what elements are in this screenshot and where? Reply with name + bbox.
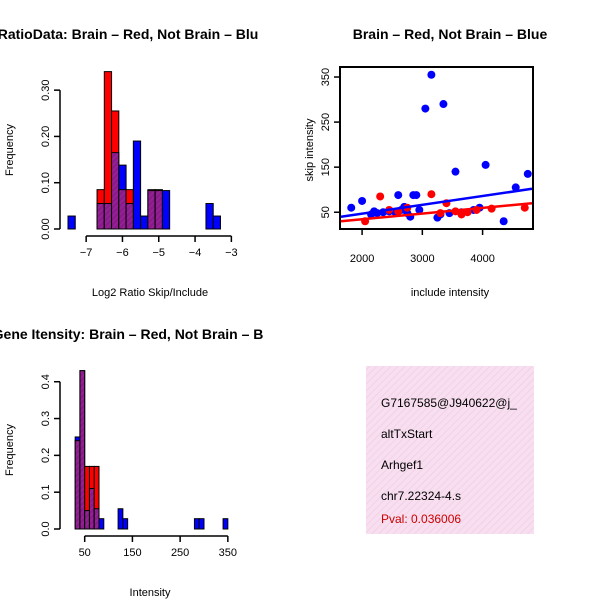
- intensity-y-tick-label: 0.4: [40, 374, 52, 389]
- ratio-x-tick-label: −3: [225, 247, 238, 259]
- ratio-blue-bar: [132, 140, 142, 230]
- ratio-histogram-axes: −7 −6 −5 −4 −3 0.00 0.10 0.20 0.30: [40, 79, 238, 259]
- scatter-y-tick-label: 250: [320, 113, 332, 131]
- ratio-histogram-xlabel: Log2 Ratio Skip/Include: [92, 287, 208, 299]
- scatter-axes: 2000 3000 4000 50 150 250 350: [320, 68, 495, 265]
- intensity-y-tick-label: 0.3: [40, 411, 52, 426]
- intensity-histogram-ylabel: Frequency: [4, 424, 16, 476]
- scatter-x-tick-label: 4000: [470, 253, 494, 265]
- scatter-y-tick-label: 50: [320, 206, 332, 218]
- not-brain-point: [451, 167, 460, 176]
- ratio-overlap-bar: [96, 203, 105, 230]
- not-brain-point: [358, 196, 367, 205]
- not-brain-fit-line: [340, 187, 533, 218]
- intensity-y-tick-label: 0.2: [40, 448, 52, 463]
- event-type-text: altTxStart: [381, 427, 433, 441]
- intensity-overlap-bar: [93, 508, 100, 530]
- ratio-y-tick-label: 0.20: [40, 126, 52, 147]
- scatter-x-tick-label: 2000: [350, 253, 374, 265]
- brain-fit-line: [340, 201, 533, 223]
- event-id-text: G7167585@J940622@j_: [381, 396, 517, 410]
- intensity-histogram-title: Gene Itensity: Brain – Red, Not Brain – …: [0, 326, 263, 342]
- scatter-title: Brain – Red, Not Brain – Blue: [353, 26, 548, 42]
- scatter-plot-area: [340, 70, 533, 226]
- ratio-x-tick-label: −5: [152, 247, 165, 259]
- brain-point: [376, 192, 385, 201]
- ratio-y-tick-label: 0.00: [40, 218, 52, 239]
- ratio-histogram-title: RatioData: Brain – Red, Not Brain – Blu: [0, 26, 258, 42]
- ratio-overlap-bar: [147, 190, 156, 230]
- scatter-panel: Brain – Red, Not Brain – Blue 2000 3000 40…: [304, 26, 547, 299]
- intensity-overlap-bar: [74, 440, 81, 530]
- info-box-background: [366, 366, 534, 534]
- ratio-overlap-bar: [125, 203, 134, 230]
- brain-point: [457, 210, 466, 219]
- scatter-x-tick-label: 3000: [410, 253, 434, 265]
- not-brain-point: [511, 183, 520, 192]
- brain-point: [520, 203, 529, 212]
- ratio-x-tick-label: −4: [189, 247, 202, 259]
- ratio-histogram-panel: RatioData: Brain – Red, Not Brain – Blu …: [0, 26, 258, 299]
- pval-text: Pval: 0.036006: [381, 512, 461, 526]
- intensity-histogram-axes: 50 150 250 350 0.0 0.1 0.2 0.3 0.4: [40, 374, 237, 559]
- not-brain-point: [427, 70, 436, 79]
- ratio-overlap-bar: [111, 152, 120, 230]
- not-brain-point: [481, 160, 490, 169]
- ratio-blue-bar: [212, 215, 221, 230]
- ratio-overlap-bar: [118, 189, 127, 230]
- intensity-blue-bar: [222, 518, 229, 530]
- intensity-blue-bar: [117, 508, 124, 530]
- not-brain-point: [412, 191, 421, 200]
- ratio-x-tick-label: −6: [116, 247, 129, 259]
- intensity-histogram-panel: Gene Itensity: Brain – Red, Not Brain – …: [0, 326, 263, 599]
- info-panel: G7167585@J940622@j_ altTxStart Arhgef1 c…: [366, 366, 534, 534]
- scatter-xlabel: include intensity: [411, 287, 490, 299]
- intensity-overlap-bar: [88, 488, 95, 530]
- intensity-histogram-bars: [74, 370, 229, 530]
- ratio-y-tick-label: 0.30: [40, 79, 52, 100]
- intensity-x-tick-label: 350: [219, 547, 237, 559]
- intensity-blue-bar: [122, 518, 129, 530]
- scatter-ylabel: skip intensity: [304, 118, 316, 181]
- intensity-overlap-bar: [79, 370, 86, 530]
- not-brain-point: [415, 205, 424, 214]
- location-text: chr7.22324-4.s: [381, 489, 461, 503]
- intensity-blue-bar: [98, 518, 105, 530]
- not-brain-point: [421, 104, 430, 113]
- ratio-blue-bar: [67, 215, 76, 230]
- intensity-x-tick-label: 250: [171, 547, 189, 559]
- brain-point: [427, 190, 436, 199]
- intensity-y-tick-label: 0.1: [40, 485, 52, 500]
- ratio-blue-bar: [161, 190, 171, 230]
- intensity-overlap-bar: [84, 510, 90, 530]
- intensity-x-tick-label: 50: [79, 547, 91, 559]
- ratio-blue-bar: [140, 215, 149, 230]
- ratio-histogram-ylabel: Frequency: [4, 124, 16, 176]
- intensity-blue-bar: [193, 518, 200, 530]
- scatter-y-tick-label: 150: [320, 158, 332, 176]
- ratio-x-tick-label: −7: [80, 247, 93, 259]
- scatter-plot-frame: [339, 66, 534, 230]
- not-brain-point: [499, 217, 508, 226]
- ratio-histogram-bars: [67, 71, 221, 230]
- intensity-x-tick-label: 150: [123, 547, 141, 559]
- not-brain-point: [394, 191, 403, 200]
- ratio-overlap-bar: [154, 190, 163, 230]
- intensity-blue-bar: [198, 518, 205, 530]
- scatter-y-tick-label: 350: [320, 68, 332, 86]
- not-brain-point: [523, 169, 532, 178]
- gene-name-text: Arhgef1: [381, 458, 423, 472]
- intensity-histogram-xlabel: Intensity: [130, 587, 171, 599]
- intensity-y-tick-label: 0.0: [40, 521, 52, 536]
- ratio-y-tick-label: 0.10: [40, 172, 52, 193]
- not-brain-point: [439, 100, 448, 109]
- not-brain-point: [347, 203, 356, 212]
- ratio-blue-bar: [205, 203, 214, 230]
- ratio-overlap-bar: [103, 203, 113, 230]
